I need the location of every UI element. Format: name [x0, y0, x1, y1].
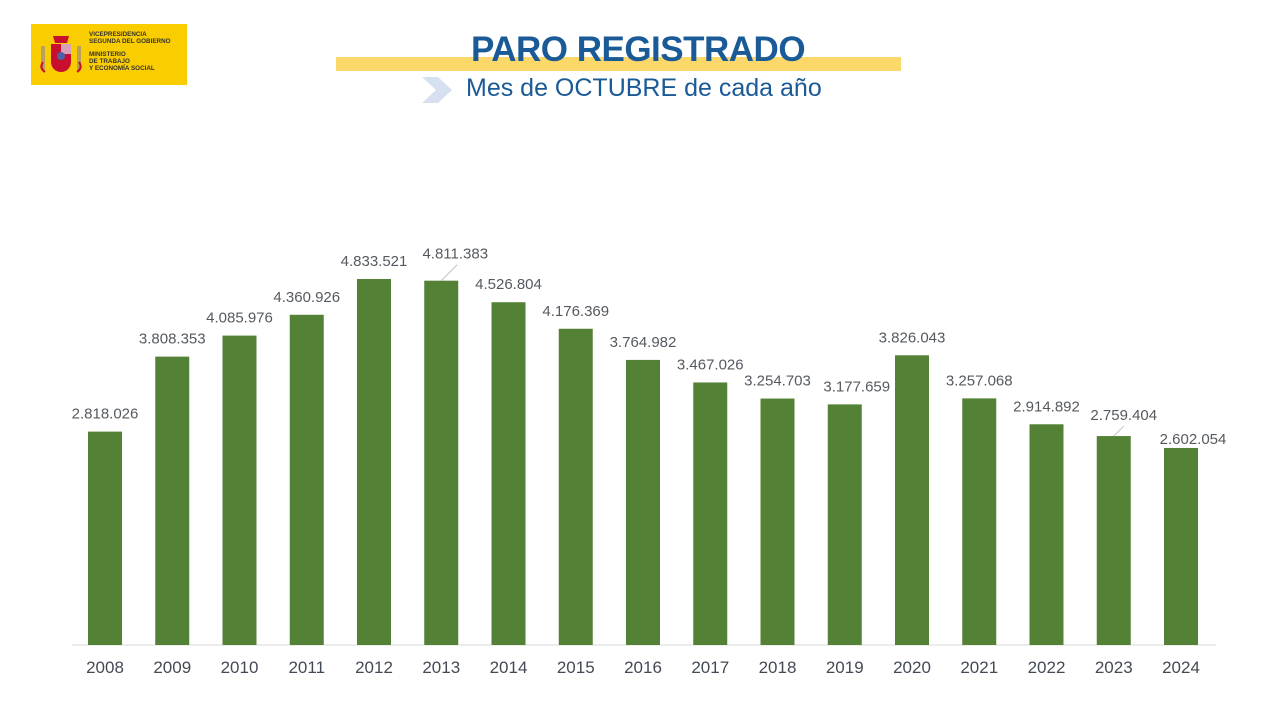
data-label: 2.602.054: [1160, 431, 1227, 448]
bar-2008: [88, 431, 122, 645]
bar-2010: [222, 335, 257, 645]
bar-2014: [491, 302, 526, 645]
x-tick-label: 2020: [893, 658, 931, 677]
bar-2013: [424, 280, 459, 645]
page-title: PARO REGISTRADO: [470, 30, 806, 69]
data-label: 2.759.404: [1090, 407, 1157, 424]
data-label: 3.808.353: [139, 331, 206, 348]
bar-2012: [357, 279, 391, 645]
x-tick-label: 2018: [759, 658, 797, 677]
logo-line: VICEPRESIDENCIA: [89, 31, 147, 38]
x-tick-label: 2016: [624, 658, 662, 677]
bar-2022: [1029, 424, 1064, 645]
data-label: 3.177.659: [823, 378, 890, 395]
logo-line: SEGUNDA DEL GOBIERNO: [89, 38, 171, 45]
bar-2019: [827, 404, 862, 645]
bar-2016: [626, 359, 660, 645]
x-tick-label: 2013: [422, 658, 460, 677]
data-label: 4.811.383: [422, 246, 488, 263]
data-label: 4.360.926: [273, 289, 340, 306]
x-tick-label: 2022: [1028, 658, 1066, 677]
data-label: 3.826.043: [879, 329, 946, 346]
bar-2017: [693, 382, 728, 645]
x-tick-label: 2017: [691, 658, 729, 677]
chevron-right-icon: [422, 77, 452, 103]
bar-2015: [558, 328, 593, 645]
data-label: 4.176.369: [542, 303, 609, 320]
bar-2009: [155, 356, 190, 645]
leader-line: [1113, 425, 1125, 437]
data-label: 2.914.892: [1013, 398, 1080, 415]
x-tick-label: 2009: [153, 658, 191, 677]
data-label: 4.833.521: [341, 253, 408, 270]
x-tick-label: 2015: [557, 658, 595, 677]
bar-2023: [1096, 436, 1131, 645]
bar-2018: [760, 398, 795, 645]
x-tick-label: 2023: [1095, 658, 1133, 677]
bar-2024: [1164, 447, 1198, 645]
page-subtitle: Mes de OCTUBRE de cada año: [466, 74, 822, 102]
x-tick-label: 2014: [490, 658, 528, 677]
x-tick-label: 2019: [826, 658, 864, 677]
logo-line: Y ECONOMÍA SOCIAL: [89, 65, 155, 72]
x-tick-label: 2021: [960, 658, 998, 677]
x-tick-label: 2011: [288, 658, 325, 677]
logo-line: MINISTERIO: [89, 51, 126, 58]
data-label: 3.254.703: [744, 373, 811, 390]
x-tick-label: 2010: [221, 658, 259, 677]
logo-line: DE TRABAJO: [89, 58, 130, 65]
title-highlight-bar: [336, 57, 901, 71]
x-tick-label: 2024: [1162, 658, 1200, 677]
data-label: 4.526.804: [475, 276, 542, 293]
data-label: 3.257.068: [946, 372, 1013, 389]
data-label: 2.818.026: [72, 406, 139, 423]
data-label: 3.764.982: [610, 334, 677, 351]
coat-of-arms-icon: [40, 36, 82, 73]
x-tick-label: 2008: [86, 658, 124, 677]
x-tick-label: 2012: [355, 658, 393, 677]
data-label: 4.085.976: [206, 310, 273, 327]
bar-2021: [962, 398, 997, 645]
bar-2020: [895, 355, 929, 645]
ministry-logo: VICEPRESIDENCIA SEGUNDA DEL GOBIERNO MIN…: [31, 24, 187, 85]
bar-2011: [289, 314, 324, 645]
leader-line: [440, 264, 458, 282]
data-label: 3.467.026: [677, 356, 744, 373]
